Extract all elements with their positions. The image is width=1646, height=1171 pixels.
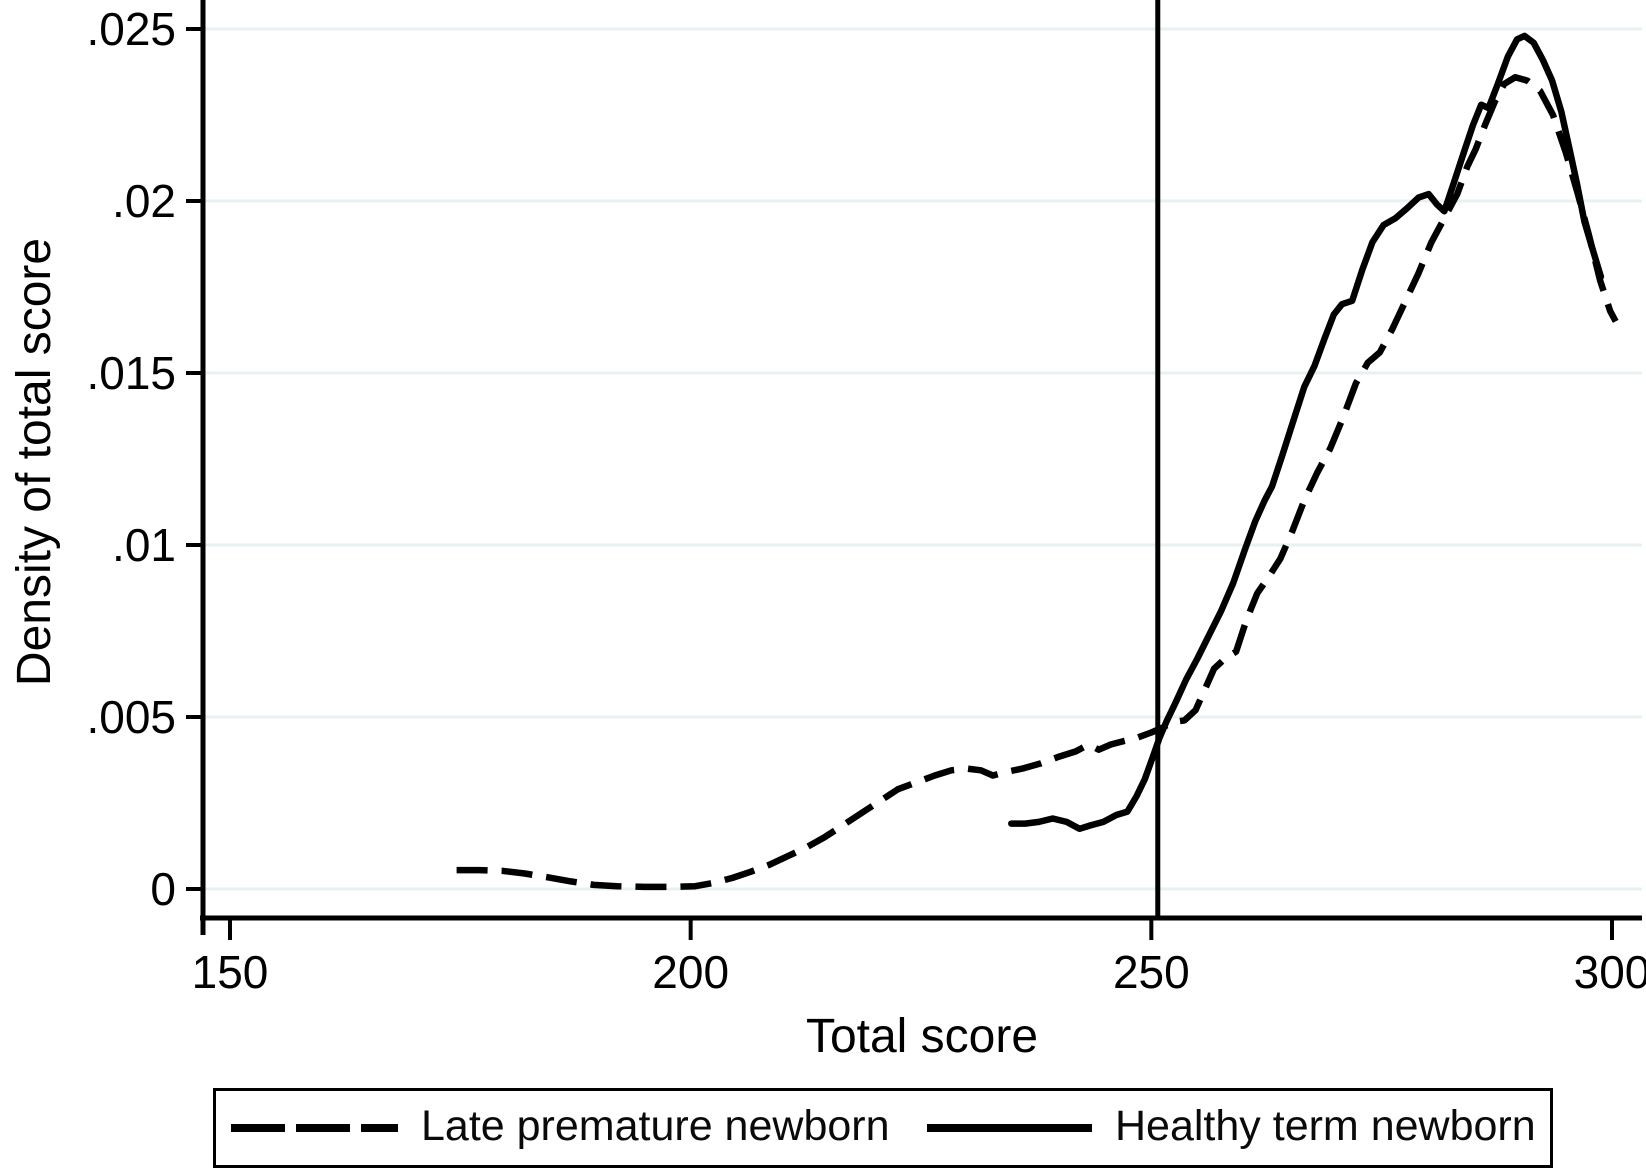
legend-line-dashed [231,1124,398,1132]
legend-label-healthy-term: Healthy term newborn [1115,1102,1536,1151]
y-axis-title: Density of total score [8,238,61,686]
legend-label-late-premature: Late premature newborn [421,1102,890,1151]
y-tick-label: .015 [86,347,176,399]
series-curves [456,32,1619,891]
x-tick-label: 250 [1113,946,1190,998]
series-late-premature-newborn [456,73,1619,891]
gridlines [203,27,1642,891]
y-tick-label: .005 [86,691,176,743]
y-tick-label: .01 [112,519,176,571]
legend-line-solid [927,1124,1092,1132]
legend: Late premature newborn Healthy term newb… [213,1088,1553,1168]
x-axis-title: Total score [806,1010,1038,1063]
x-tick-label: 200 [652,946,729,998]
tick-marks [186,27,1614,940]
series-healthy-term-newborn [1008,32,1605,833]
y-tick-label: .025 [86,3,176,55]
y-tick-label: 0 [150,863,176,915]
x-tick-label: 300 [1574,946,1646,998]
x-tick-label: 150 [192,946,269,998]
tick-labels: 0 .005 .01 .015 .02 .025 150 200 250 300 [86,3,1646,998]
axes [200,0,1642,935]
y-tick-label: .02 [112,175,176,227]
